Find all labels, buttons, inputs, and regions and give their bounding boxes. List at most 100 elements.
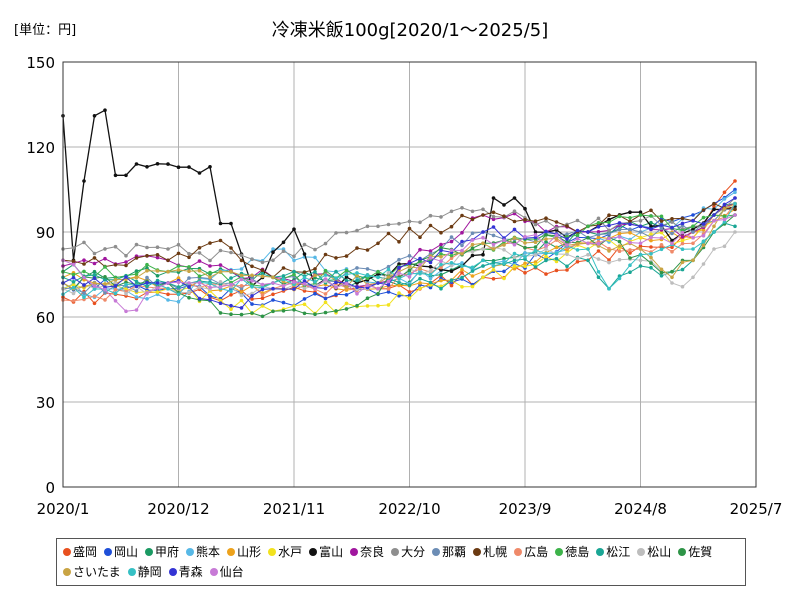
data-point bbox=[92, 294, 97, 299]
data-point bbox=[208, 241, 212, 245]
legend-entry: 静岡 bbox=[127, 562, 162, 582]
data-point bbox=[512, 264, 517, 268]
data-point bbox=[428, 213, 433, 218]
data-point bbox=[166, 269, 170, 274]
data-point bbox=[113, 173, 118, 178]
data-point bbox=[544, 251, 548, 256]
data-point bbox=[680, 241, 685, 246]
data-point bbox=[92, 287, 97, 291]
data-point bbox=[428, 285, 433, 290]
x-tick-label: 2020/1 bbox=[37, 500, 90, 518]
data-point bbox=[428, 283, 433, 287]
data-point bbox=[680, 247, 685, 251]
data-point bbox=[103, 256, 107, 261]
data-point bbox=[344, 293, 349, 297]
data-point bbox=[302, 242, 307, 247]
data-point bbox=[103, 275, 107, 279]
data-point bbox=[302, 302, 307, 307]
legend-entry: 奈良 bbox=[350, 542, 384, 562]
data-point bbox=[586, 224, 590, 229]
data-point bbox=[439, 272, 443, 277]
data-point bbox=[512, 219, 517, 224]
data-point bbox=[323, 292, 328, 296]
data-point bbox=[145, 297, 149, 301]
data-point bbox=[208, 297, 212, 302]
series-9 bbox=[61, 196, 737, 265]
data-point bbox=[386, 267, 391, 272]
data-point bbox=[628, 216, 632, 220]
data-point bbox=[491, 225, 496, 229]
data-point bbox=[355, 285, 359, 290]
legend-marker bbox=[104, 548, 113, 556]
data-point bbox=[638, 264, 643, 268]
data-point bbox=[701, 208, 706, 212]
data-point bbox=[470, 284, 475, 289]
data-point bbox=[617, 249, 622, 253]
data-point bbox=[355, 292, 359, 296]
legend-entry: 盛岡 bbox=[63, 542, 97, 562]
data-point bbox=[628, 227, 632, 232]
data-point bbox=[701, 262, 706, 266]
data-point bbox=[512, 227, 517, 232]
data-point bbox=[722, 244, 727, 249]
data-point bbox=[239, 306, 244, 310]
data-point bbox=[82, 283, 86, 287]
data-point bbox=[271, 247, 275, 251]
x-tick-label: 2023/9 bbox=[499, 500, 552, 518]
data-point bbox=[638, 252, 643, 257]
data-point bbox=[313, 255, 317, 260]
data-point bbox=[187, 265, 191, 269]
data-point bbox=[344, 275, 349, 279]
data-point bbox=[197, 246, 202, 250]
data-point bbox=[449, 224, 454, 229]
data-point bbox=[376, 281, 380, 285]
data-point bbox=[691, 275, 695, 280]
data-point bbox=[680, 284, 685, 289]
data-point bbox=[439, 278, 443, 283]
data-point bbox=[218, 301, 223, 306]
data-point bbox=[460, 206, 464, 210]
y-axis: 0 30 60 90 120 150 bbox=[26, 54, 55, 497]
data-point bbox=[229, 246, 233, 250]
legend-marker bbox=[514, 548, 523, 556]
data-point bbox=[638, 210, 643, 214]
data-point bbox=[470, 250, 475, 254]
data-point bbox=[544, 258, 548, 263]
data-point bbox=[712, 207, 716, 212]
data-point bbox=[512, 255, 517, 259]
legend-label: 松山 bbox=[647, 545, 672, 559]
data-point bbox=[103, 287, 107, 292]
data-point bbox=[481, 213, 485, 217]
y-tick-label: 30 bbox=[36, 394, 55, 412]
data-point bbox=[218, 221, 223, 226]
data-point bbox=[229, 303, 233, 308]
legend: 盛岡 岡山 甲府 熊本 山形 水戸 富山 奈良 大分 那覇 札幌 広島 徳島 松江 松山 佐賀 さいたま 静岡 青森… bbox=[56, 538, 746, 586]
data-point bbox=[691, 258, 695, 263]
data-point bbox=[124, 292, 128, 296]
x-tick-label: 2024/8 bbox=[614, 500, 667, 518]
data-point bbox=[439, 215, 443, 219]
data-point bbox=[187, 165, 191, 169]
data-point bbox=[554, 245, 559, 250]
data-point bbox=[575, 236, 580, 241]
data-point bbox=[659, 236, 664, 240]
data-point bbox=[470, 269, 475, 273]
data-point bbox=[250, 279, 254, 283]
data-point bbox=[659, 270, 664, 275]
legend-marker bbox=[145, 548, 154, 556]
data-point bbox=[733, 196, 737, 200]
data-point bbox=[250, 285, 254, 289]
data-point bbox=[449, 209, 454, 214]
data-point bbox=[544, 216, 548, 220]
data-point bbox=[449, 253, 454, 258]
data-point bbox=[134, 162, 139, 166]
data-point bbox=[407, 268, 412, 273]
data-point bbox=[502, 269, 506, 274]
data-point bbox=[155, 274, 160, 278]
data-point bbox=[355, 246, 359, 250]
data-point bbox=[701, 243, 706, 247]
data-point bbox=[187, 285, 191, 289]
x-tick-label: 2021/11 bbox=[263, 500, 325, 518]
data-point bbox=[355, 303, 359, 308]
data-point bbox=[512, 196, 517, 200]
